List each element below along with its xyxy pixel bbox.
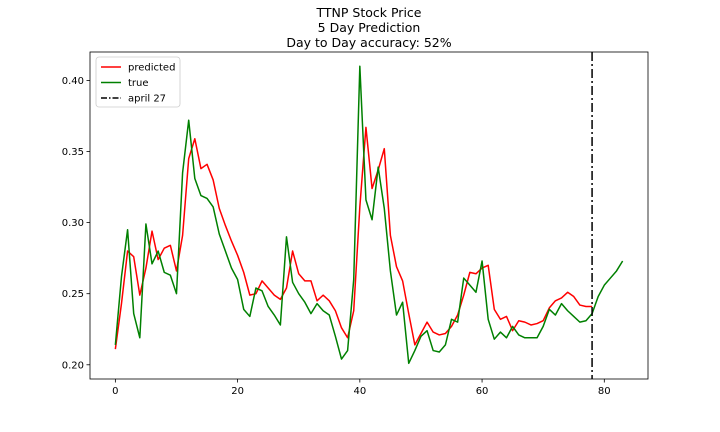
legend-label-predicted: predicted: [128, 63, 175, 74]
axes: 0 20 40 60 80 0.20 0.25 0.30 0.35 0.40: [62, 51, 649, 397]
chart-title-line-1: TTNP Stock Price: [316, 5, 422, 20]
x-tick-label: 0: [112, 386, 118, 397]
x-tick-label: 80: [598, 386, 611, 397]
y-tick-label: 0.35: [62, 147, 84, 158]
legend-box: [95, 56, 181, 108]
y-tick-label: 0.20: [62, 360, 84, 371]
chart-title: TTNP Stock Price 5 Day Prediction Day to…: [286, 5, 451, 50]
legend-label-april-27: april 27: [128, 94, 166, 105]
x-tick-label: 20: [231, 386, 244, 397]
axes-frame: [89, 51, 649, 380]
y-tick-label: 0.25: [62, 289, 84, 300]
y-tick-label: 0.40: [62, 76, 84, 87]
y-tick-label: 0.30: [62, 218, 84, 229]
legend: predicted true april 27: [95, 56, 181, 108]
chart-title-line-2: 5 Day Prediction: [318, 20, 421, 35]
chart-title-line-3: Day to Day accuracy: 52%: [286, 35, 451, 50]
x-tick-label: 60: [476, 386, 489, 397]
plot-area: [114, 52, 624, 379]
x-tick-label: 40: [353, 386, 366, 397]
legend-label-true: true: [128, 78, 149, 89]
series-line-predicted: [114, 126, 593, 350]
series-line-true: [114, 65, 624, 365]
